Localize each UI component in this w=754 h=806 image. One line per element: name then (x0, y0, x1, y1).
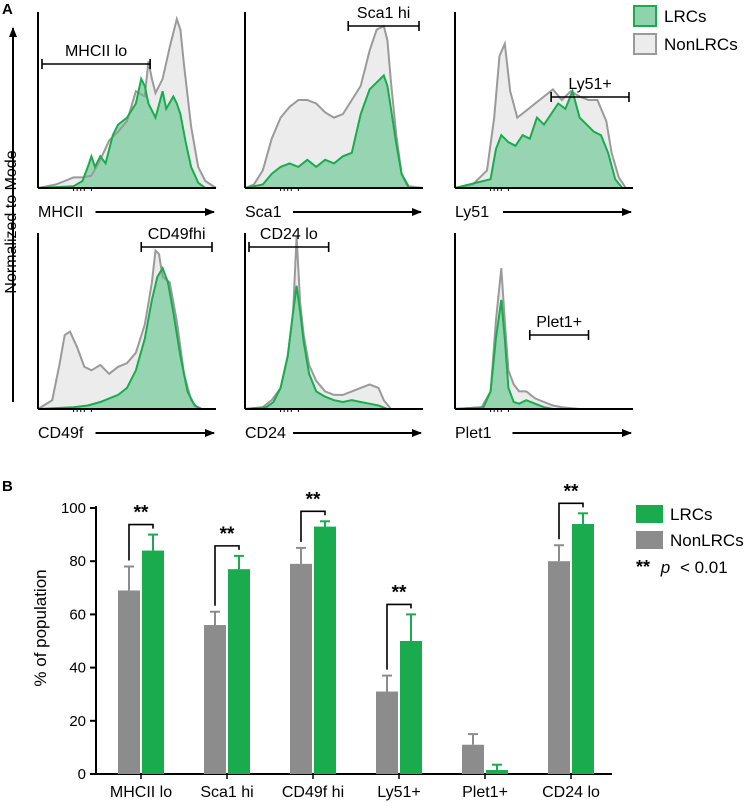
marker-label: Sca1 (245, 204, 282, 221)
marker-label: MHCII (38, 204, 83, 221)
histogram-panels: MHCII lo MHCII Sca1 hi Sca1 Ly51+ Ly51 CD49fhi… (37, 5, 633, 442)
lrcs-histogram-fill (455, 91, 623, 188)
lrcs-histogram-line (454, 299, 554, 410)
x-tick-label: Plet1+ (462, 784, 508, 801)
gate-label: Plet1+ (536, 314, 582, 331)
legend-b-sig-value: < 0.01 (680, 558, 728, 577)
significance-label: ** (306, 489, 321, 510)
nonlrcs-histogram-line (244, 24, 424, 189)
gate-label: Sca1 hi (357, 5, 410, 22)
nonlrcs-bar (462, 744, 484, 774)
y-tick-label: 100 (61, 500, 86, 517)
nonlrcs-bar (548, 561, 570, 774)
legend-b-lrcs-swatch (636, 505, 663, 523)
gate-label: MHCII lo (65, 43, 127, 60)
lrcs-bar (486, 770, 508, 774)
legend-lrcs-swatch (633, 5, 657, 27)
histogram-mhcii: MHCII lo MHCII (37, 12, 217, 221)
nonlrcs-histogram-line (244, 236, 392, 410)
legend-lrcs-label: LRCs (664, 7, 707, 26)
significance-label: ** (134, 503, 149, 524)
marker-label: CD24 (245, 425, 286, 442)
legend-nonlrcs-swatch (633, 33, 657, 55)
y-tick-label: 40 (69, 660, 86, 677)
histogram-plet1: Plet1+ Plet1 (454, 233, 633, 442)
significance-label: ** (392, 582, 407, 603)
y-tick-label: 20 (69, 713, 86, 730)
panel-b-legend: LRCs NonLRCs ** p < 0.01 (636, 505, 744, 577)
gate-label: CD24 lo (260, 226, 318, 243)
nonlrcs-histogram-line (37, 248, 199, 410)
panel-a-legend: LRCs NonLRCs (633, 5, 738, 55)
marker-label: Plet1 (455, 425, 492, 442)
legend-b-nonlrcs-swatch (636, 531, 663, 549)
lrcs-histogram-fill (38, 78, 206, 188)
panel-a-ylabel: Normalized to Mode (3, 150, 20, 293)
marker-label: CD49f (38, 425, 84, 442)
nonlrcs-bar (204, 625, 226, 774)
lrcs-histogram-line (37, 265, 203, 410)
legend-b-sig-p: p (660, 558, 670, 577)
lrcs-bar (142, 550, 164, 774)
legend-b-nonlrcs-label: NonLRCs (670, 531, 744, 550)
lrcs-histogram-fill (245, 75, 409, 188)
legend-nonlrcs-label: NonLRCs (664, 35, 738, 54)
x-tick-label: Ly51+ (377, 784, 420, 801)
histogram-cd24: CD24 lo CD24 (244, 226, 423, 442)
y-tick-label: 0 (78, 766, 86, 783)
nonlrcs-histogram-fill (245, 236, 391, 409)
significance-bracket (558, 502, 584, 540)
gate-label: Ly51+ (568, 76, 611, 93)
nonlrcs-bar (118, 590, 140, 774)
lrcs-histogram-line (244, 73, 410, 189)
legend-b-sig-stars: ** (636, 557, 650, 577)
histogram-sca1: Sca1 hi Sca1 (244, 5, 424, 221)
legend-b-significance: ** p < 0.01 (636, 557, 728, 577)
lrcs-histogram-line (37, 75, 206, 189)
nonlrcs-histogram-line (454, 268, 580, 410)
nonlrcs-histogram-line (37, 15, 217, 189)
lrcs-histogram-line (244, 285, 388, 410)
significance-bracket (128, 523, 154, 561)
bar-chart: 0 20 40 60 80 100 MHCII lo ** Sca1 hi ** CD49f hi *… (61, 481, 612, 801)
nonlrcs-bar (290, 563, 312, 774)
lrcs-histogram-fill (455, 299, 553, 409)
lrcs-bar (572, 523, 594, 774)
lrcs-histogram-fill (38, 268, 202, 409)
y-tick-label: 80 (69, 553, 86, 570)
histogram-cd49f: CD49fhi CD49f (37, 226, 216, 442)
significance-bracket (214, 545, 240, 606)
lrcs-bar (400, 641, 422, 774)
significance-label: ** (220, 524, 235, 545)
y-tick-label: 60 (69, 606, 86, 623)
legend-b-lrcs-label: LRCs (670, 505, 713, 524)
panel-b-label: B (2, 478, 13, 495)
gate-label: CD49fhi (148, 226, 206, 243)
x-tick-label: MHCII lo (110, 784, 172, 801)
panel-a-label: A (2, 1, 13, 18)
significance-bracket (300, 510, 326, 542)
significance-bracket (386, 603, 412, 670)
significance-label: ** (564, 481, 579, 502)
nonlrcs-histogram-line (454, 39, 627, 189)
lrcs-bar (314, 526, 336, 774)
nonlrcs-bar (376, 691, 398, 774)
x-tick-label: CD49f hi (282, 784, 344, 801)
bar-chart-ylabel: % of population (31, 569, 50, 686)
lrcs-histogram-line (454, 88, 624, 189)
lrcs-bar (228, 569, 250, 774)
x-tick-label: Sca1 hi (200, 784, 253, 801)
marker-label: Ly51 (455, 204, 489, 221)
x-tick-label: CD24 lo (542, 784, 600, 801)
histogram-ly51: Ly51+ Ly51 (454, 12, 633, 221)
